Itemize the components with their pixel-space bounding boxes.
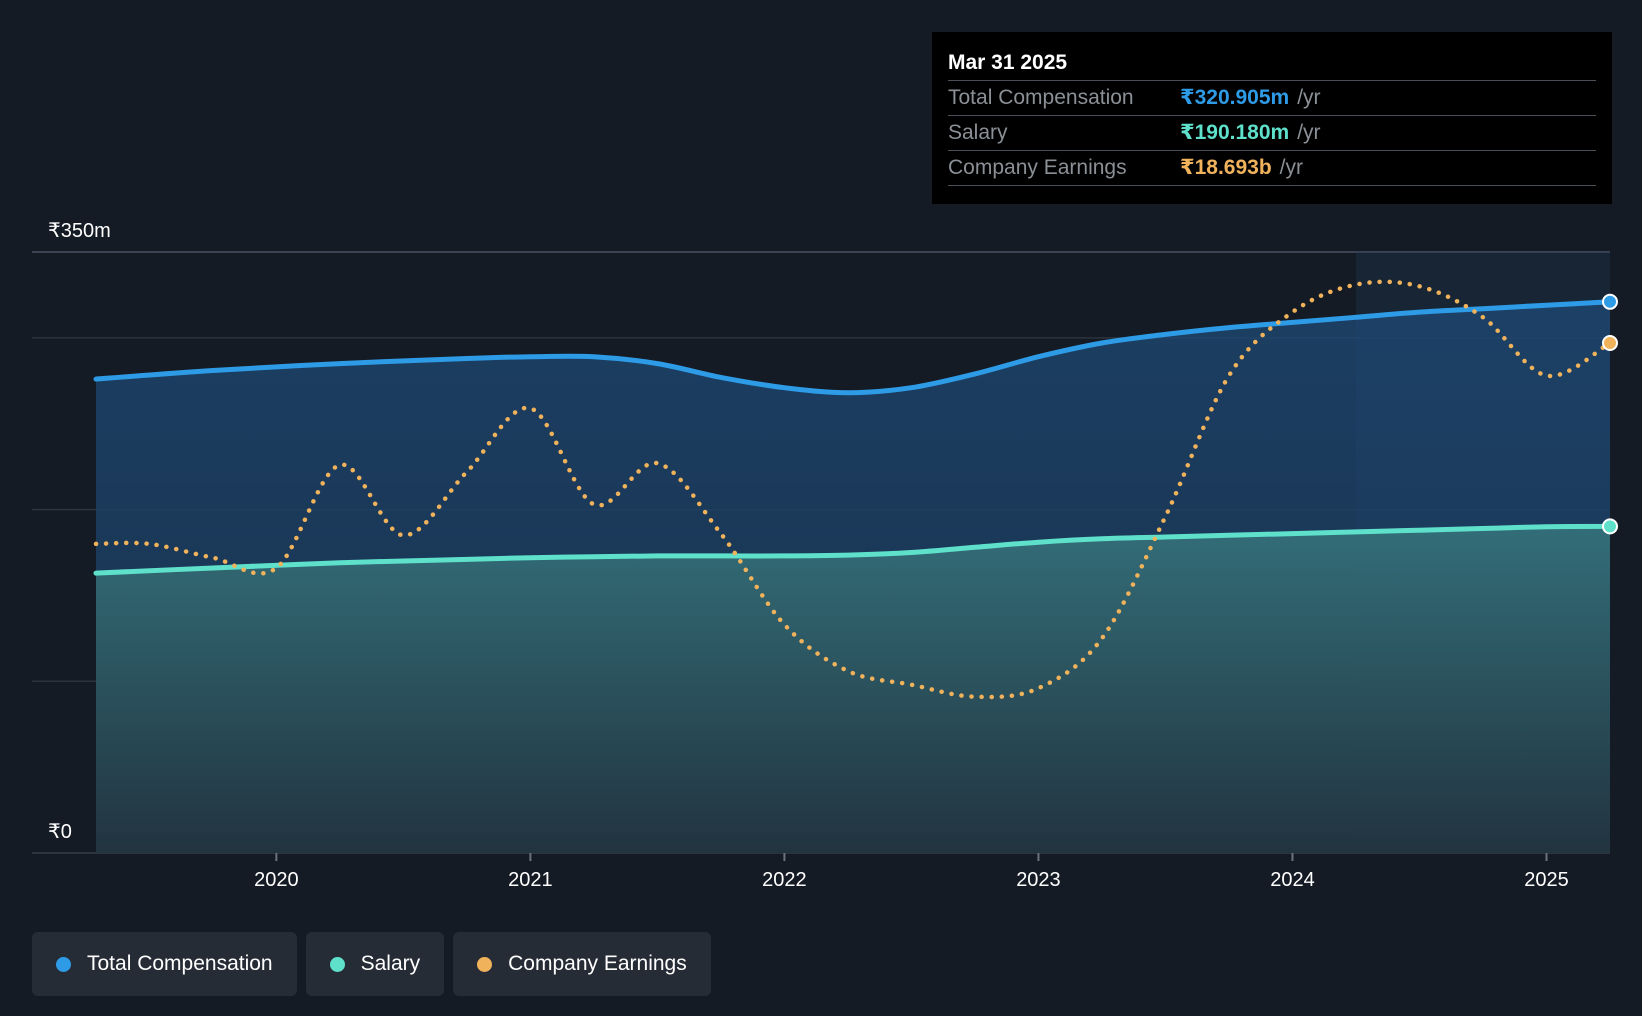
legend-item-company-earnings[interactable]: Company Earnings [453,932,711,996]
endpoint-total-compensation[interactable] [1602,293,1618,310]
line-company-earnings [93,279,1613,700]
series-endpoints [1602,293,1618,535]
x-tick-label: 2022 [762,869,807,891]
legend-label: Salary [360,952,421,975]
legend-dot-icon [477,956,493,972]
x-tick-label: 2020 [254,869,299,891]
tooltip-label: Salary [948,121,1008,144]
tooltip-unit: /yr [1297,86,1321,109]
area-salary [96,526,1610,853]
y-axis: ₹350m ₹0 [48,220,111,843]
tooltip-row-salary: Salary ₹190.180m /yr [948,116,1596,151]
tooltip-date: Mar 31 2025 [948,46,1596,81]
legend: Total Compensation Salary Company Earnin… [32,932,711,996]
x-tick-label: 2024 [1270,869,1315,891]
tooltip-unit: /yr [1297,121,1321,144]
tooltip-value: ₹190.180m [1180,121,1290,144]
series-areas [96,301,1610,853]
endpoint-company-earnings[interactable] [1602,335,1618,352]
series-lines [93,279,1613,700]
x-tick-label: 2021 [508,869,553,891]
line-total-compensation [93,299,1613,396]
x-tick-label: 2023 [1016,869,1061,891]
tooltip-label: Total Compensation [948,86,1134,109]
tooltip-row-total-compensation: Total Compensation ₹320.905m /yr [948,81,1596,116]
legend-item-total-compensation[interactable]: Total Compensation [32,932,297,996]
legend-item-salary[interactable]: Salary [305,932,445,996]
tooltip-label: Company Earnings [948,156,1127,179]
tooltip-value: ₹18.693b [1180,156,1272,179]
line-salary [93,523,1613,576]
y-tick-label: ₹0 [48,821,72,843]
legend-label: Total Compensation [87,952,273,975]
x-axis: 2020 2021 2022 2023 2024 2025 [254,853,1569,891]
legend-dot-icon [56,956,71,972]
endpoint-salary[interactable] [1602,518,1618,535]
data-tooltip: Mar 31 2025 Total Compensation ₹320.905m… [932,32,1612,204]
tooltip-row-company-earnings: Company Earnings ₹18.693b /yr [948,151,1596,186]
legend-label: Company Earnings [508,952,687,975]
tooltip-unit: /yr [1279,156,1303,179]
tooltip-value: ₹320.905m [1180,86,1290,109]
x-tick-label: 2025 [1524,869,1569,891]
legend-dot-icon [329,956,345,972]
chart-canvas: ₹350m ₹0 2020 2021 2022 2023 2024 2025 [32,220,1618,891]
y-tick-label: ₹350m [48,220,111,242]
